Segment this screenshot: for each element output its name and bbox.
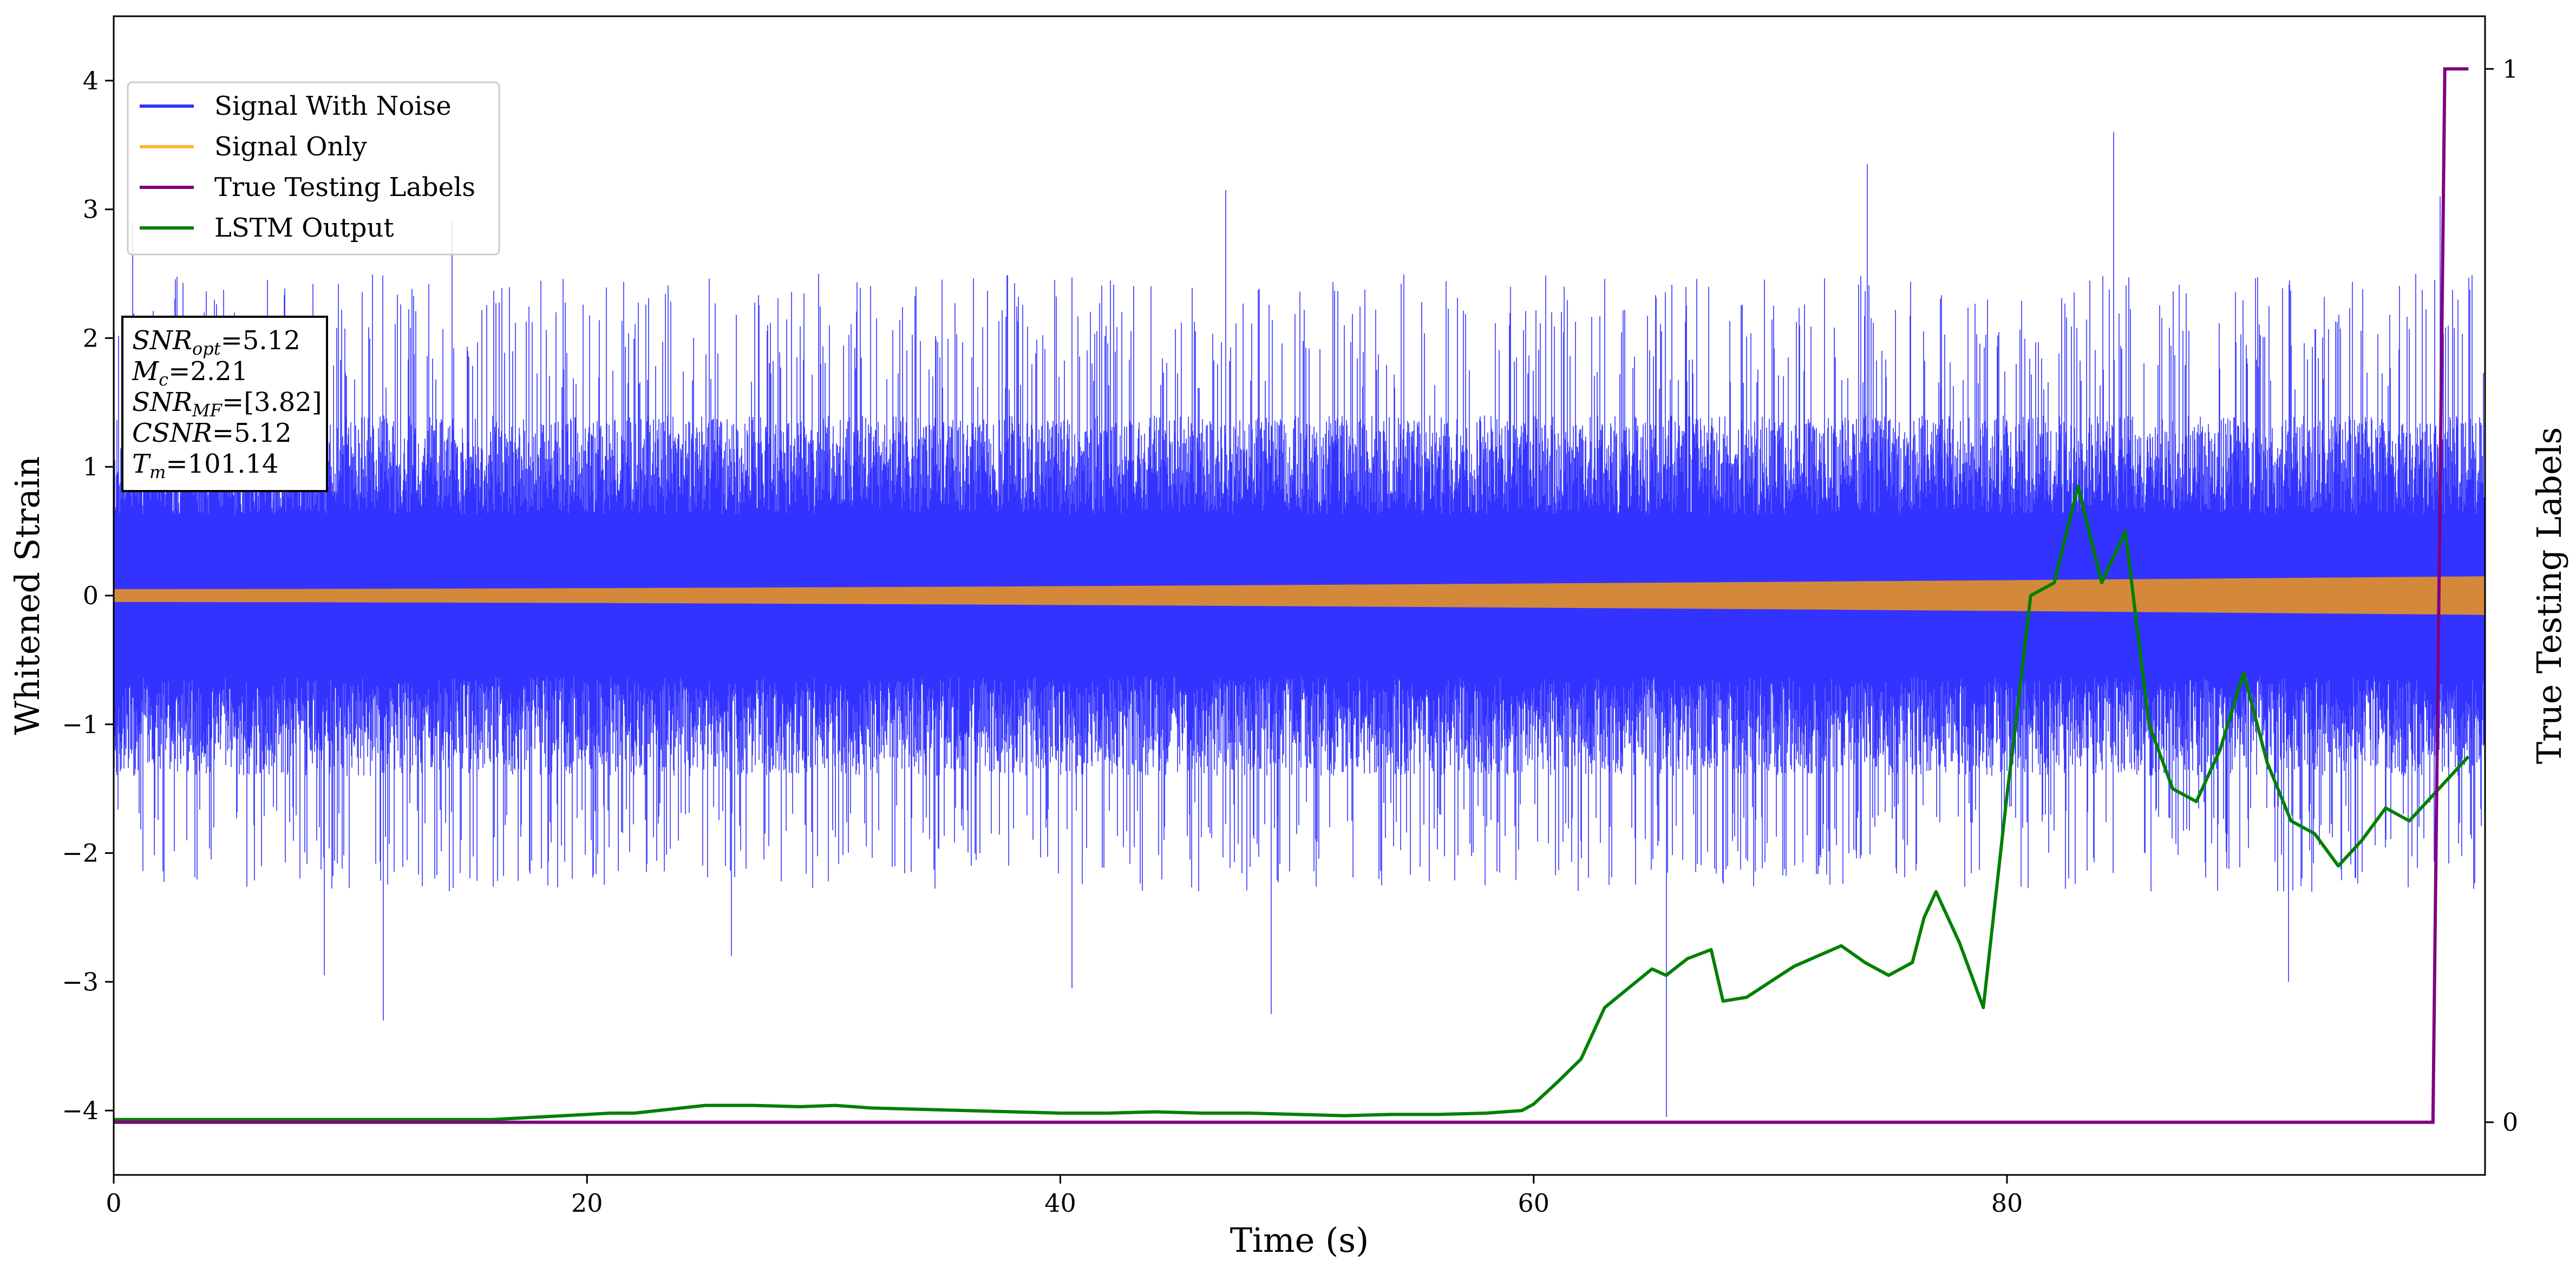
y2-tick-label: 1	[2502, 54, 2518, 83]
y-tick-label: −2	[62, 839, 99, 868]
y2-axis-title: True Testing Labels	[2529, 427, 2569, 765]
y-tick-label: 2	[83, 323, 99, 352]
x-tick-label: 80	[1991, 1188, 2023, 1218]
series-signal-only	[114, 576, 2485, 615]
plot-series	[114, 67, 2485, 1124]
stats-annotation: SNRopt=5.12Mc=2.21SNRMF=[3.82]CSNR=5.12T…	[121, 316, 328, 492]
y-axis: −4 −3 −2 −1 0 1 2 3 4	[62, 66, 114, 1125]
stats-line: SNRopt=5.12	[132, 325, 300, 359]
x-tick-label: 40	[1044, 1188, 1076, 1218]
legend-label: LSTM Output	[214, 213, 394, 243]
x-tick-label: 20	[571, 1188, 603, 1218]
x-axis-title: Time (s)	[1230, 1220, 1369, 1260]
y-tick-label: −4	[62, 1096, 99, 1125]
series-lstm-output	[114, 484, 2470, 1121]
stats-box-frame	[121, 316, 328, 492]
y-tick-label: 0	[83, 581, 99, 610]
x-tick-label: 60	[1518, 1188, 1549, 1218]
y2-tick-label: 0	[2502, 1108, 2518, 1137]
y-axis-title: Whitened Strain	[8, 456, 47, 735]
legend-label: True Testing Labels	[214, 172, 475, 202]
y-tick-label: −1	[62, 710, 99, 739]
series-true-testing-labels	[114, 67, 2469, 1124]
legend-frame	[127, 81, 500, 256]
y2-axis: 01	[2485, 54, 2518, 1137]
x-tick-label: 0	[106, 1188, 121, 1218]
stats-line: Mc=2.21	[132, 356, 248, 390]
x-axis: 0 20 40 60 80	[106, 1175, 2023, 1218]
series-signal-with-noise	[114, 132, 2485, 1117]
stats-line: SNRMF=[3.82]	[132, 387, 322, 421]
stats-line: CSNR=5.12	[132, 418, 292, 448]
y-tick-label: 4	[83, 66, 99, 95]
y-tick-label: −3	[62, 967, 99, 996]
legend: Signal With Noise Signal Only True Testing…	[127, 81, 500, 256]
y-tick-label: 1	[83, 452, 99, 481]
legend-label: Signal Only	[214, 132, 367, 162]
stats-line: Tm=101.14	[132, 449, 279, 482]
legend-label: Signal With Noise	[214, 91, 452, 121]
y-tick-label: 3	[83, 195, 99, 224]
